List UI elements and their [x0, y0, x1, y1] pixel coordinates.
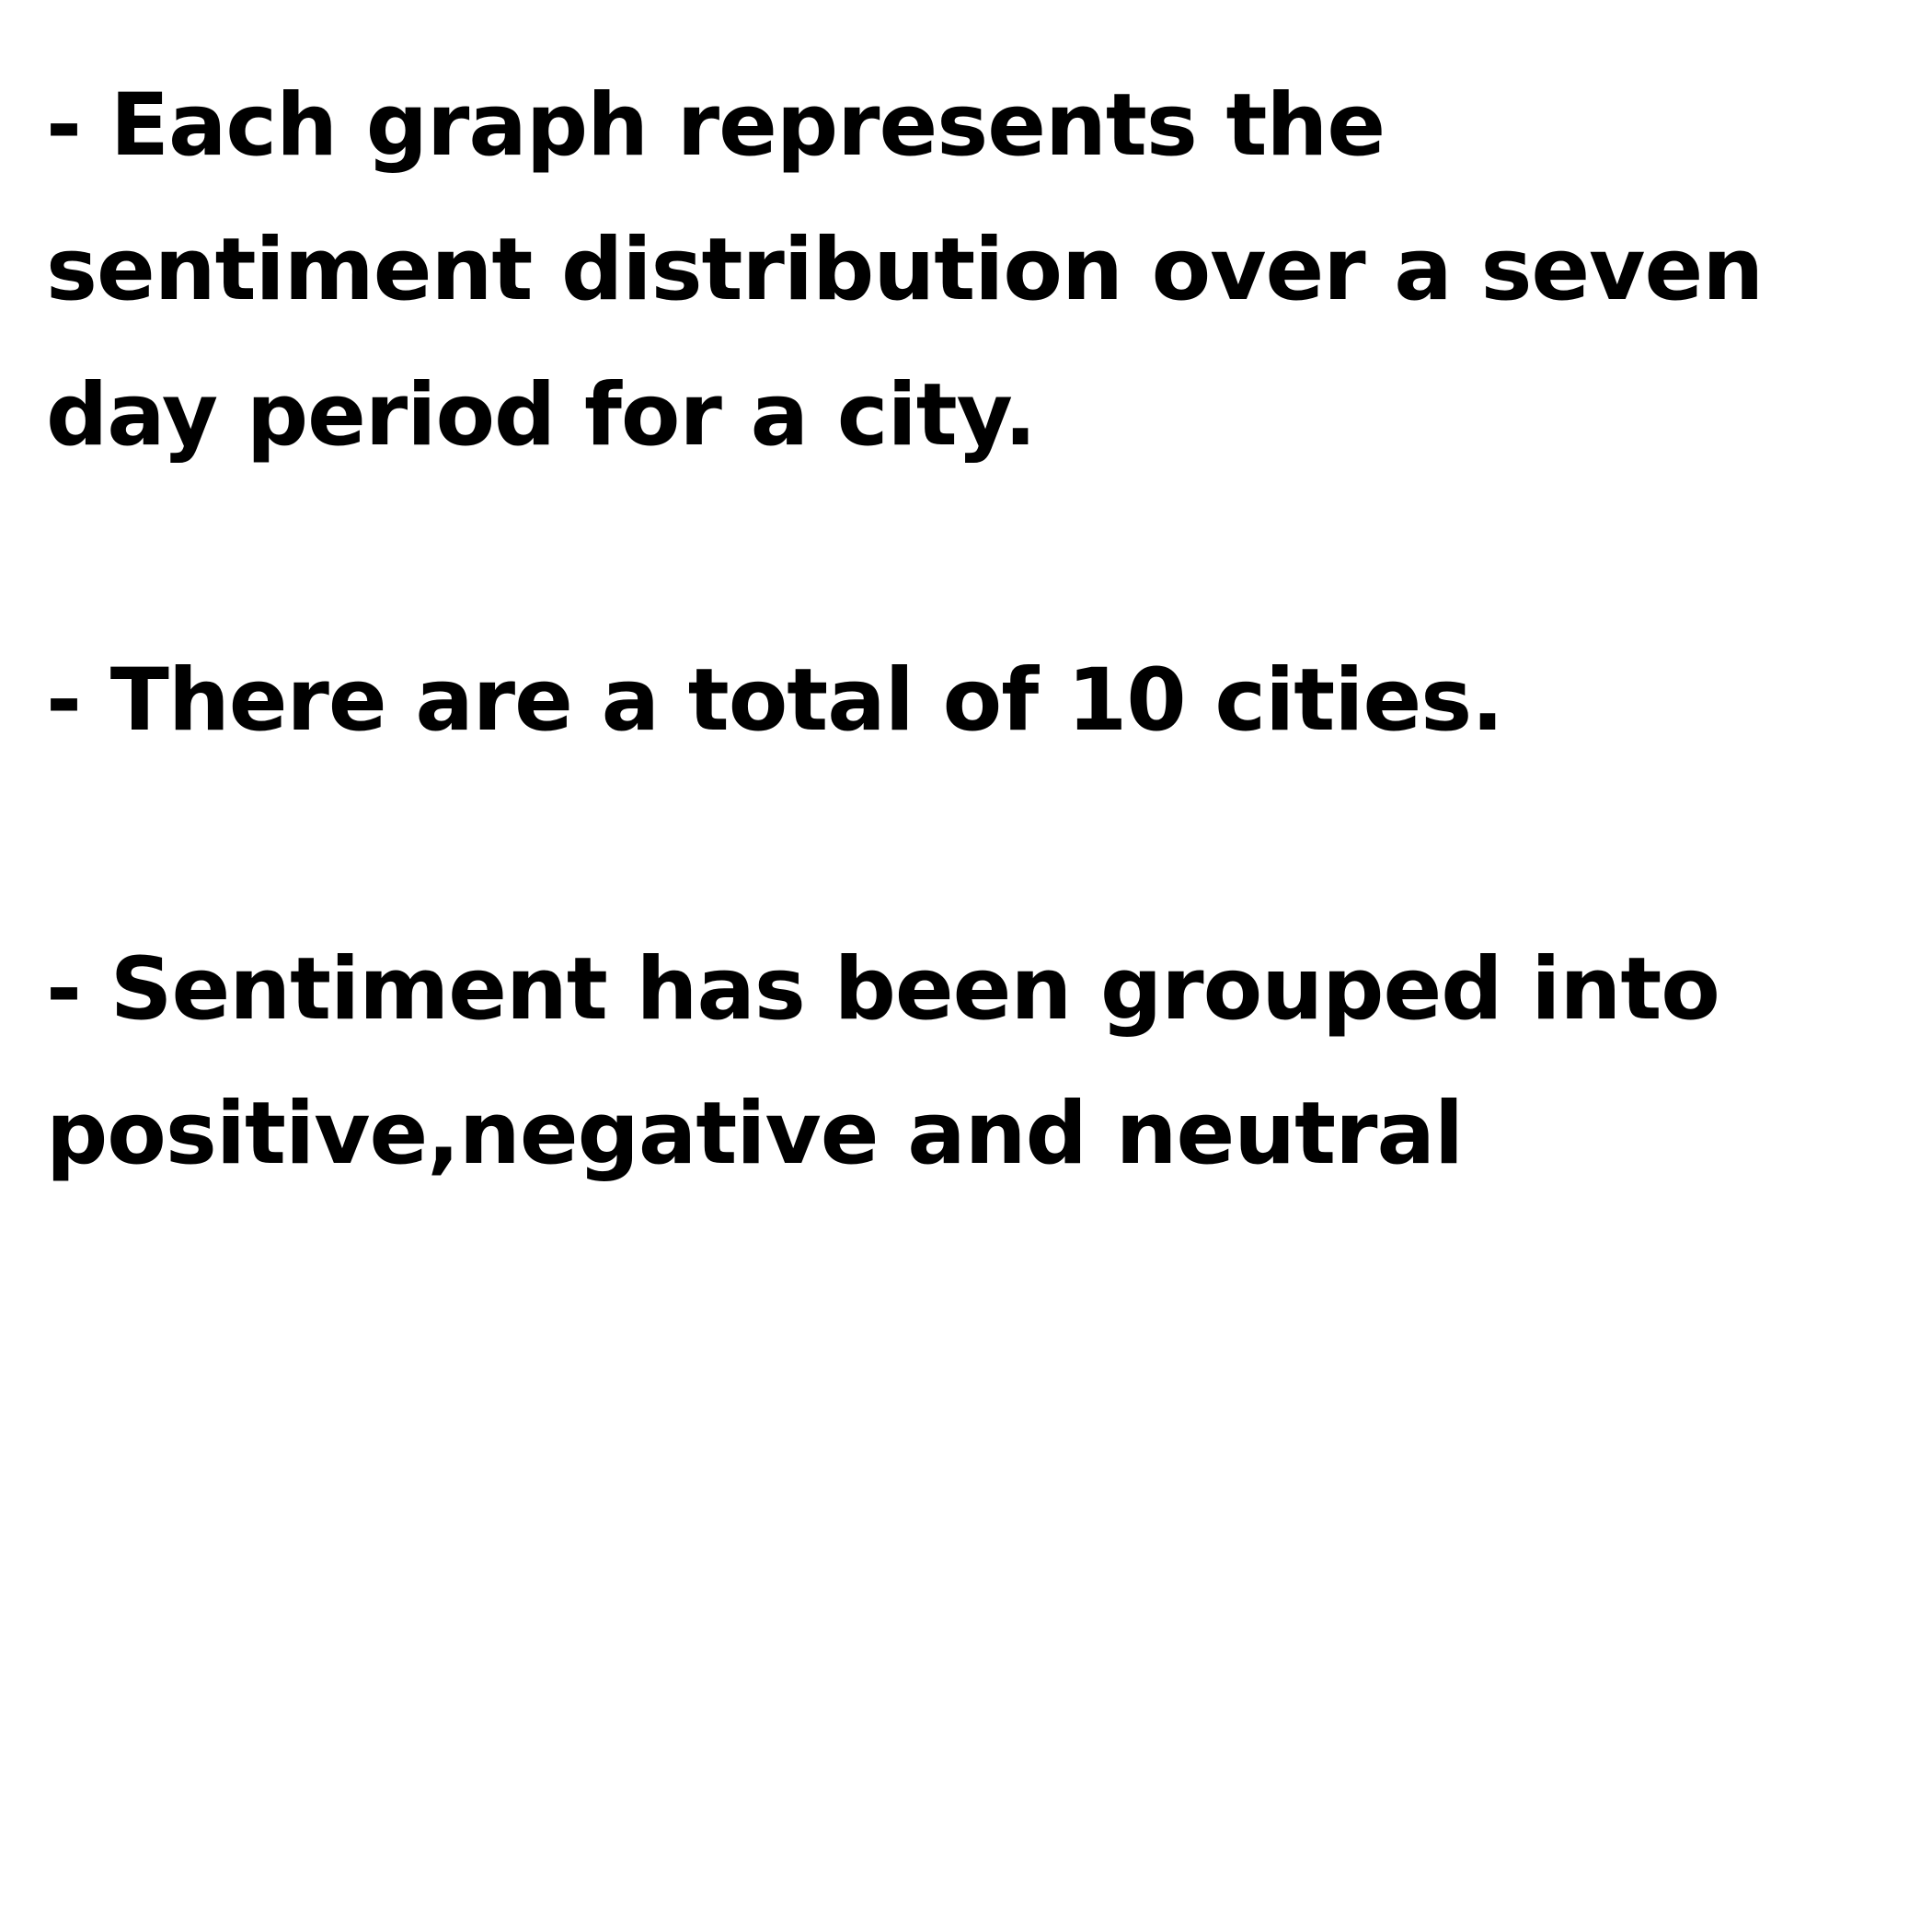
note-line: positive,negative and neutral	[46, 1084, 1464, 1184]
note-line: day period for a city.	[46, 365, 1037, 466]
note-line: - Sentiment has been grouped into	[46, 939, 1720, 1040]
note-line: - Each graph represents the	[46, 75, 1386, 176]
note-line: sentiment distribution over a seven	[46, 220, 1764, 320]
note-line: - There are a total of 10 cities.	[46, 650, 1504, 751]
